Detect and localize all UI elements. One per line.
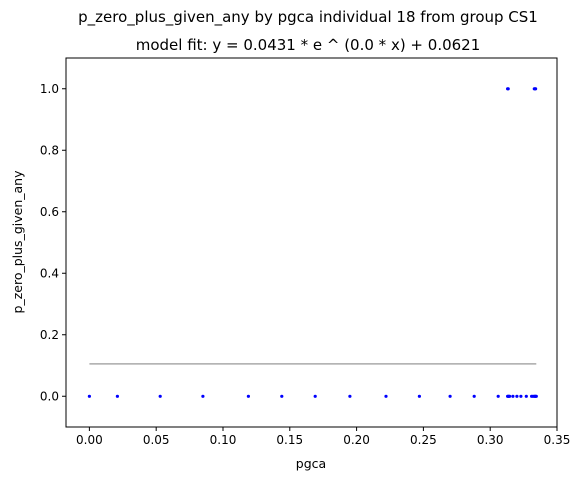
data-point: [115, 394, 119, 398]
data-point: [508, 394, 512, 398]
y-tick-label: 0.6: [40, 205, 59, 219]
y-tick-label: 0.4: [40, 266, 59, 280]
x-tick-label: 0.35: [544, 433, 571, 447]
data-point: [158, 394, 162, 398]
data-point: [496, 394, 500, 398]
y-tick-label: 0.0: [40, 389, 59, 403]
data-point: [448, 394, 452, 398]
data-point: [511, 394, 515, 398]
y-axis: 0.0 0.2 0.4 0.6 0.8 1.0: [40, 82, 66, 403]
chart-subtitle: model fit: y = 0.0431 * e ^ (0.0 * x) + …: [136, 36, 481, 54]
y-axis-label: p_zero_plus_given_any: [10, 170, 25, 314]
x-tick-label: 0.10: [210, 433, 237, 447]
data-point: [519, 394, 523, 398]
data-point: [87, 394, 91, 398]
data-point: [384, 394, 388, 398]
data-point: [534, 394, 538, 398]
x-axis-label: pgca: [296, 456, 326, 471]
data-point: [417, 394, 421, 398]
x-axis: 0.00 0.05 0.10 0.15 0.20 0.25 0.30 0.35: [76, 427, 570, 447]
x-tick-label: 0.30: [477, 433, 504, 447]
x-tick-label: 0.20: [343, 433, 370, 447]
data-point: [534, 87, 538, 91]
y-tick-label: 0.8: [40, 143, 59, 157]
plot-area: [87, 87, 538, 398]
data-point: [472, 394, 476, 398]
chart-title: p_zero_plus_given_any by pgca individual…: [78, 8, 538, 27]
plot-frame: [65, 57, 558, 428]
y-tick-label: 0.2: [40, 328, 59, 342]
data-point: [280, 394, 284, 398]
data-point: [246, 394, 250, 398]
data-point: [524, 394, 528, 398]
data-point: [313, 394, 317, 398]
x-tick-label: 0.15: [276, 433, 303, 447]
y-tick-label: 1.0: [40, 82, 59, 96]
x-tick-label: 0.05: [143, 433, 170, 447]
data-point: [506, 87, 510, 91]
x-tick-label: 0.00: [76, 433, 103, 447]
data-point: [201, 394, 205, 398]
x-tick-label: 0.25: [410, 433, 437, 447]
data-point: [348, 394, 352, 398]
data-point: [515, 394, 519, 398]
